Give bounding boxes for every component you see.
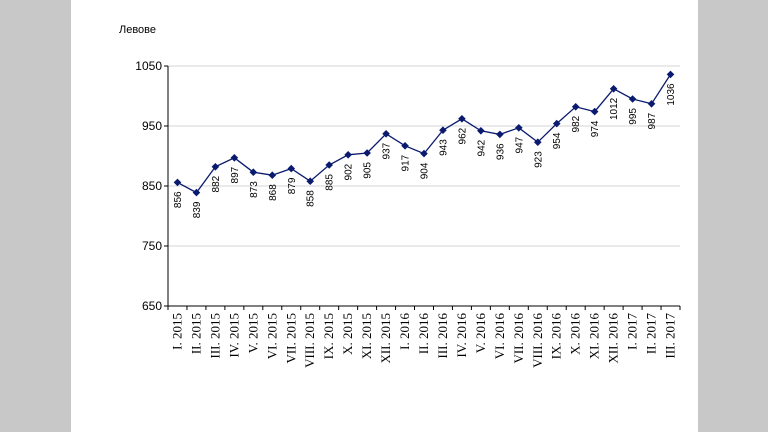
data-point: [647, 100, 656, 108]
data-point: [571, 103, 580, 111]
x-tick-label: IX. 2016: [549, 313, 564, 360]
data-point: [420, 149, 428, 158]
data-point: [249, 168, 258, 176]
x-tick-label: VII. 2016: [511, 313, 526, 364]
data-point: [344, 151, 352, 159]
x-tick-label: VI. 2016: [492, 313, 507, 360]
data-point: [325, 161, 333, 169]
y-tick-label: 750: [142, 239, 162, 253]
data-label: 1036: [666, 83, 677, 106]
x-tick-label: IV. 2015: [226, 313, 241, 358]
data-label: 1012: [609, 97, 620, 120]
data-point: [211, 163, 220, 171]
data-point: [230, 154, 239, 162]
data-label: 947: [514, 136, 525, 153]
line-chart: 650 750 850 950 1050 I. 2015 II. 2015 III. 2015…: [135, 59, 681, 368]
x-tick-label: XI. 2015: [359, 313, 374, 359]
data-label: 856: [173, 191, 184, 208]
data-label: 987: [647, 112, 658, 129]
data-point: [382, 130, 390, 138]
data-point: [363, 149, 371, 157]
data-point: [496, 130, 504, 139]
data-label: 923: [533, 151, 544, 168]
y-axis-unit-label: Левове: [119, 24, 157, 36]
x-tick-label: III. 2015: [207, 313, 222, 359]
x-tick-label: V. 2016: [473, 313, 488, 354]
data-label: 936: [495, 143, 506, 160]
x-tick-label: II. 2015: [188, 313, 203, 354]
x-tick-label: IV. 2016: [454, 313, 469, 358]
data-point: [268, 171, 277, 179]
data-label: 954: [552, 132, 563, 149]
data-point: [515, 124, 523, 132]
x-tick-label: I. 2015: [169, 313, 184, 350]
x-tick-label: I. 2016: [397, 313, 412, 350]
x-tick-label: X. 2015: [340, 313, 355, 355]
x-tick-label: X. 2016: [568, 313, 583, 355]
x-tick-label: III. 2016: [435, 313, 450, 359]
data-label: 897: [230, 166, 241, 183]
y-tick-label: 1050: [135, 59, 162, 73]
data-point: [287, 164, 296, 173]
data-label: 942: [476, 139, 487, 156]
data-point: [609, 85, 618, 93]
x-tick-label: XII. 2015: [378, 313, 393, 364]
data-label: 902: [344, 163, 355, 180]
x-tick-label: III. 2017: [663, 313, 678, 359]
x-tick-label: XII. 2016: [606, 313, 621, 364]
data-label: 904: [420, 162, 431, 179]
x-tick-label: II. 2017: [644, 313, 659, 355]
x-tick-label: V. 2015: [245, 313, 260, 353]
data-label: 868: [268, 184, 279, 201]
data-label: 882: [211, 175, 222, 192]
data-point: [477, 127, 485, 135]
data-point: [628, 95, 637, 103]
x-tick-label: VII. 2015: [283, 313, 298, 364]
data-point: [401, 142, 409, 150]
x-tick-label: I. 2017: [625, 313, 640, 350]
x-tick-label: XI. 2016: [587, 313, 602, 360]
data-label: 982: [571, 115, 582, 132]
x-tick-label: II. 2016: [416, 313, 431, 355]
data-label: 943: [438, 139, 449, 156]
x-tick-label: VIII. 2016: [530, 313, 545, 368]
y-tick-label: 850: [142, 179, 162, 193]
data-label: 974: [590, 120, 601, 137]
data-point: [173, 178, 182, 187]
data-point: [306, 177, 315, 185]
data-label: 905: [363, 162, 374, 179]
chart-canvas: Левове 650 750 850 950 1050 I. 2015 II. 2015 II…: [71, 0, 698, 432]
data-point: [533, 138, 542, 146]
data-point: [552, 119, 561, 128]
data-point: [439, 126, 447, 134]
data-label: 858: [306, 190, 317, 207]
data-label: 962: [457, 127, 468, 144]
data-label: 839: [192, 201, 203, 218]
y-tick-label: 650: [142, 299, 162, 313]
data-point: [590, 107, 599, 116]
x-tick-label: IX. 2015: [321, 313, 336, 359]
data-label: 873: [249, 181, 260, 198]
x-tick-label: VI. 2015: [264, 313, 279, 359]
data-label: 937: [382, 142, 393, 159]
data-label: 885: [325, 174, 336, 191]
y-tick-label: 950: [142, 119, 162, 133]
data-label: 917: [401, 154, 412, 171]
data-point: [458, 115, 466, 123]
data-label: 995: [628, 108, 639, 125]
data-point: [666, 70, 675, 79]
data-label: 879: [287, 177, 298, 194]
x-tick-label: VIII. 2015: [302, 313, 317, 368]
